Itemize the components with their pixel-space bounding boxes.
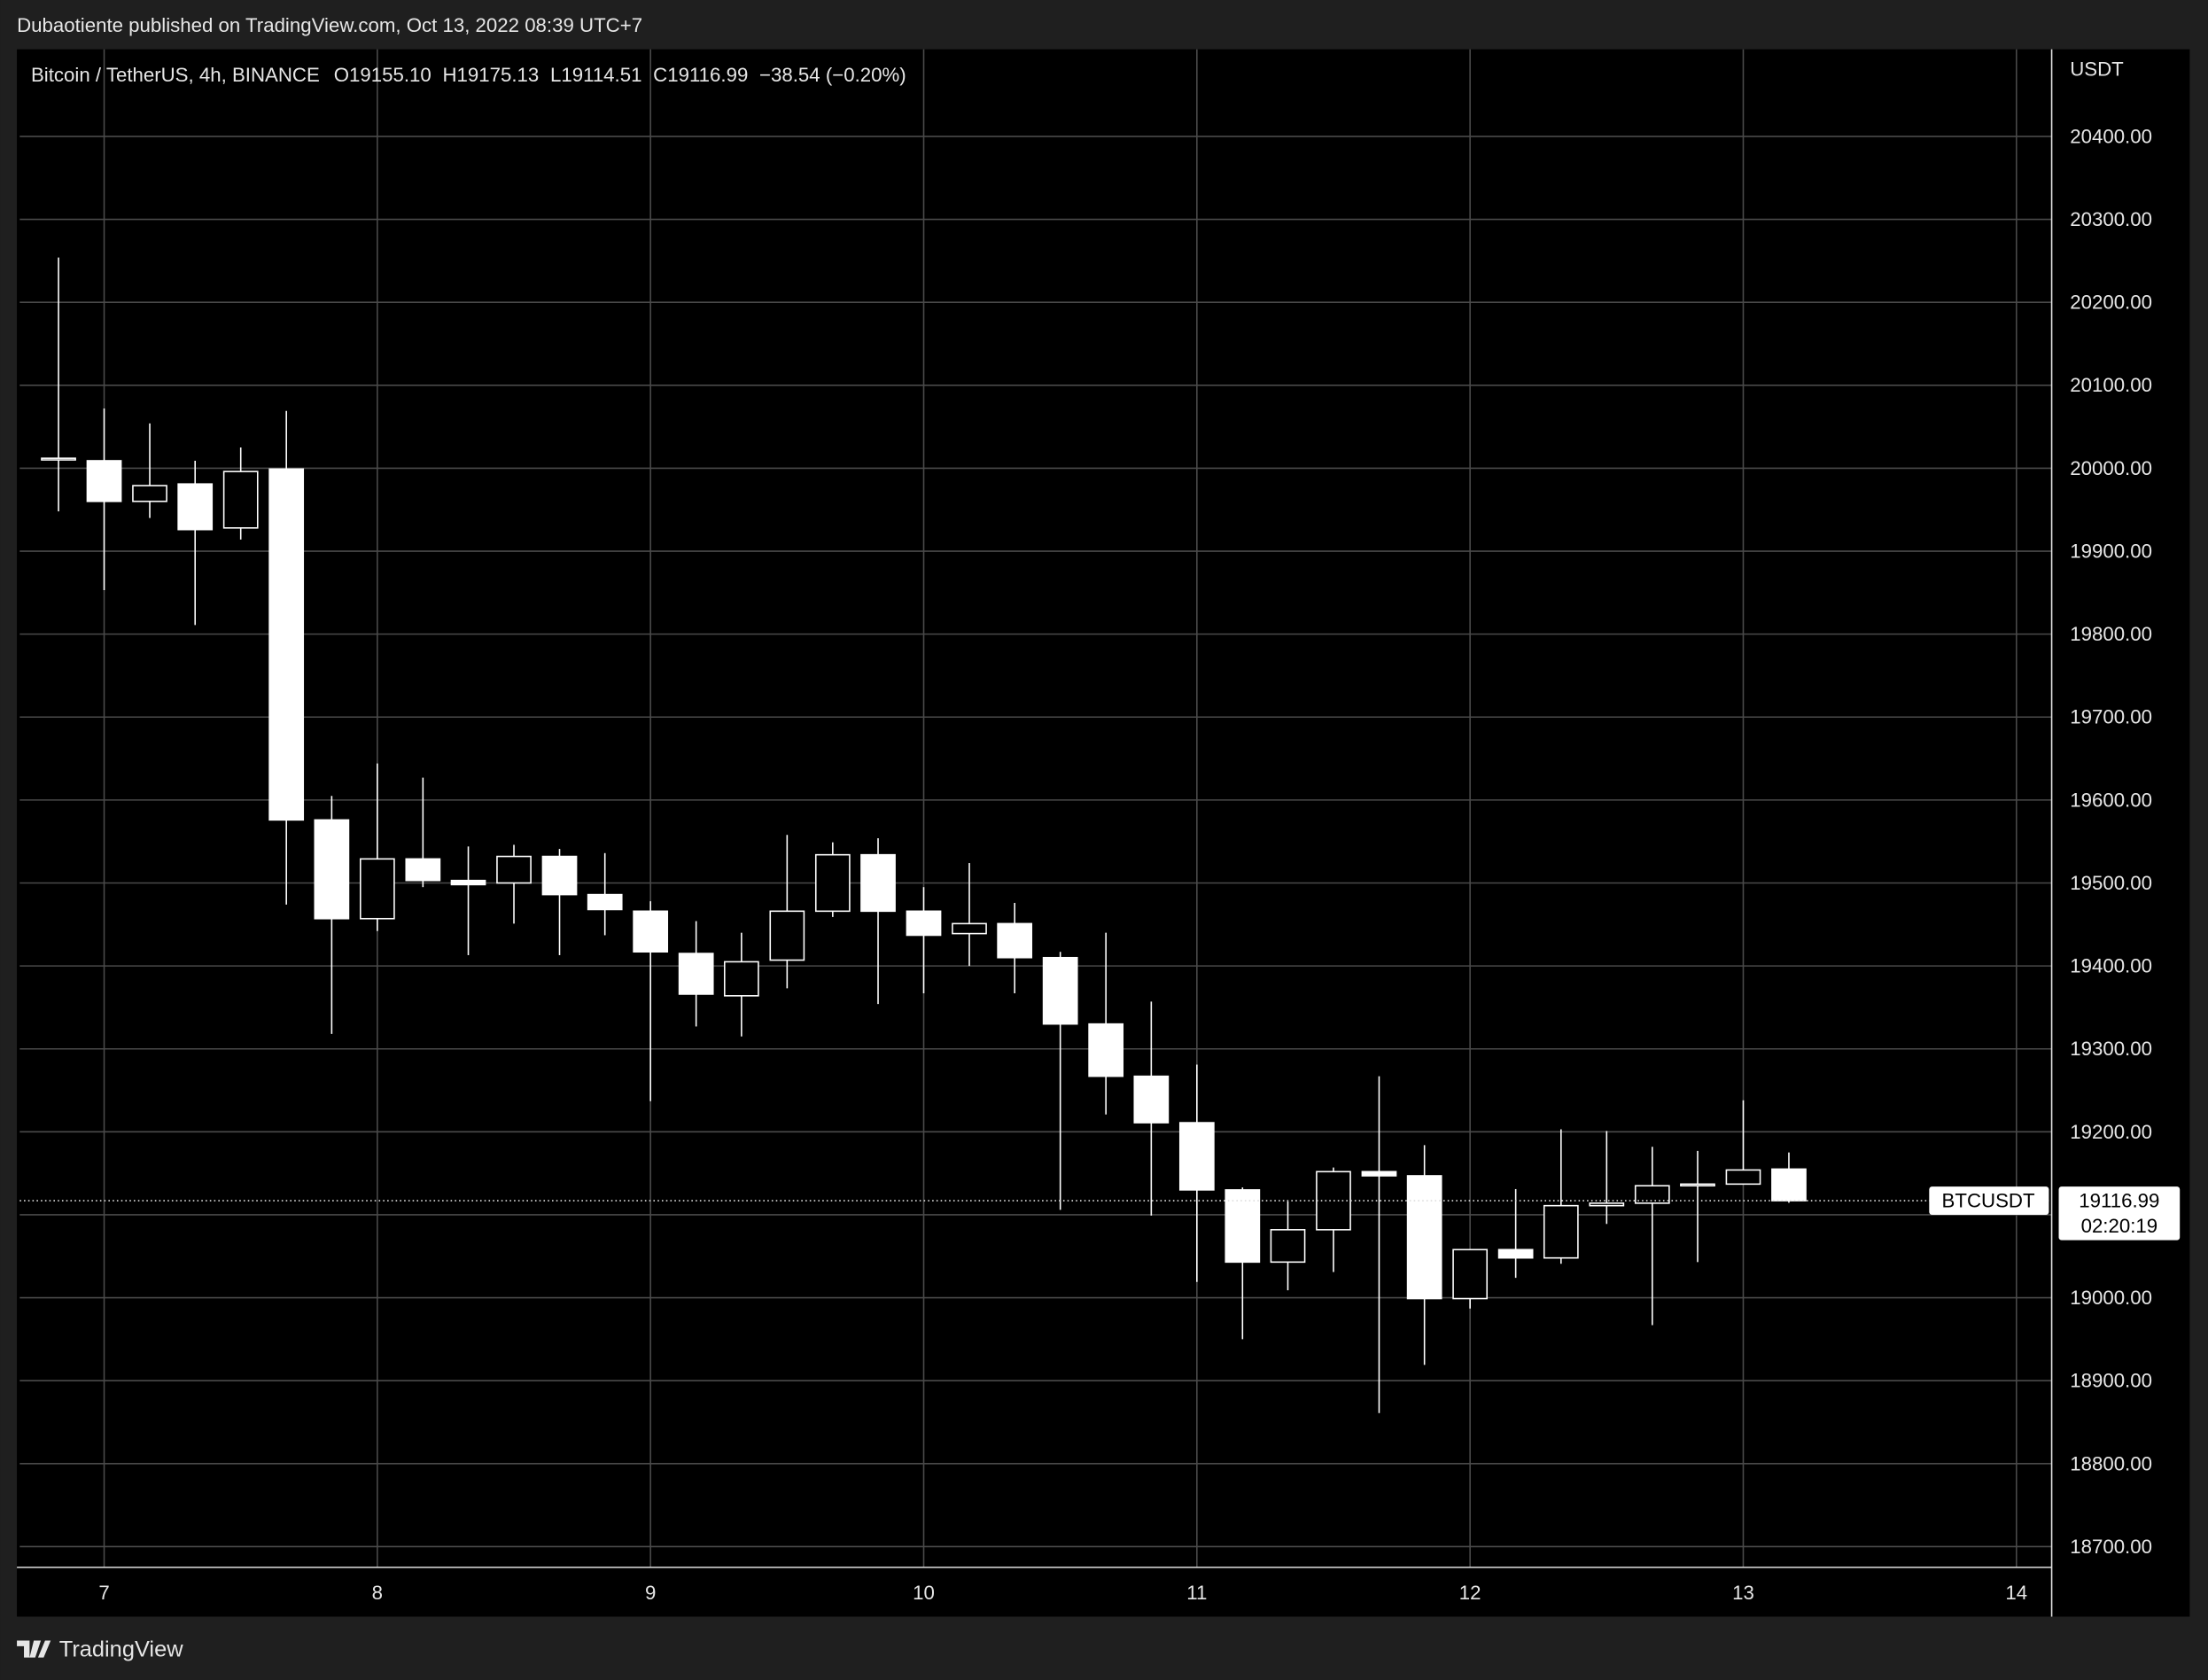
x-tick-label: 9 bbox=[645, 1582, 656, 1604]
legend-key: O bbox=[334, 64, 349, 86]
candle-body bbox=[587, 893, 623, 911]
grid bbox=[19, 49, 2052, 1567]
axes: 18700.0018800.0018900.0019000.0019100.00… bbox=[98, 125, 2181, 1604]
candle-body bbox=[723, 961, 759, 997]
candle-body bbox=[1589, 1202, 1625, 1207]
candle-body bbox=[1680, 1183, 1715, 1187]
candle-body bbox=[678, 953, 714, 995]
x-tick-label: 11 bbox=[1186, 1582, 1207, 1604]
x-tick-label: 7 bbox=[98, 1582, 109, 1604]
y-tick-label: 19600.00 bbox=[2070, 789, 2152, 811]
y-tick-label: 19200.00 bbox=[2070, 1121, 2152, 1143]
legend-key: C bbox=[653, 64, 667, 86]
y-tick-label: 18700.00 bbox=[2070, 1536, 2152, 1558]
x-tick-label: 8 bbox=[372, 1582, 383, 1604]
candle-body bbox=[1361, 1171, 1397, 1177]
y-tick-label: 19500.00 bbox=[2070, 872, 2152, 894]
candle-body bbox=[177, 483, 214, 531]
candle-body bbox=[132, 485, 167, 502]
y-tick-label: 20400.00 bbox=[2070, 125, 2152, 147]
y-unit: USDT bbox=[2070, 58, 2124, 80]
candle-body bbox=[1042, 956, 1078, 1025]
candle-body bbox=[906, 910, 942, 937]
candle-body bbox=[1088, 1023, 1124, 1077]
price-label: 19116.99 bbox=[2079, 1190, 2159, 1212]
legend-key: L bbox=[550, 64, 561, 86]
publish-line: Dubaotiente published on TradingView.com… bbox=[17, 14, 642, 36]
legend-change: −38.54 (−0.20%) bbox=[759, 64, 906, 86]
candle-body bbox=[405, 858, 441, 882]
legend-value: 19116.99 bbox=[667, 64, 748, 86]
y-tick-label: 19000.00 bbox=[2070, 1287, 2152, 1309]
candle-body bbox=[1771, 1168, 1807, 1202]
footer-logo: TradingView bbox=[17, 1637, 183, 1661]
candle-body bbox=[1725, 1169, 1761, 1186]
candles bbox=[19, 257, 2052, 1413]
y-tick-label: 19800.00 bbox=[2070, 623, 2152, 645]
legend: Bitcoin / TetherUS, 4h, BINANCE O19155.10… bbox=[31, 64, 906, 86]
candle-body bbox=[450, 879, 486, 886]
y-tick-label: 20100.00 bbox=[2070, 374, 2152, 396]
candle-body bbox=[814, 853, 851, 913]
candle-body bbox=[1133, 1075, 1170, 1124]
candle-body bbox=[1178, 1122, 1215, 1191]
y-tick-label: 18900.00 bbox=[2070, 1370, 2152, 1392]
y-tick-label: 19700.00 bbox=[2070, 706, 2152, 728]
chart-panel bbox=[17, 49, 2190, 1617]
candle-body bbox=[268, 468, 305, 821]
candle-body bbox=[359, 858, 395, 920]
y-tick-label: 19300.00 bbox=[2070, 1038, 2152, 1060]
candle-body bbox=[1225, 1189, 1261, 1264]
brand: TradingView bbox=[59, 1637, 183, 1661]
legend-symbol: Bitcoin / TetherUS, 4h, BINANCE bbox=[31, 64, 320, 86]
y-tick-label: 20300.00 bbox=[2070, 208, 2152, 230]
x-tick-label: 14 bbox=[2005, 1582, 2027, 1604]
logo-icon bbox=[17, 1640, 51, 1658]
y-tick-label: 19900.00 bbox=[2070, 540, 2152, 562]
symbol-label: BTCUSDT bbox=[1942, 1190, 2035, 1212]
candle-body bbox=[769, 910, 805, 961]
legend-key: H bbox=[442, 64, 456, 86]
candle-body bbox=[86, 460, 122, 502]
candle-body bbox=[860, 853, 896, 913]
candle-body bbox=[1543, 1204, 1579, 1259]
y-tick-label: 18800.00 bbox=[2070, 1452, 2152, 1474]
x-tick-label: 12 bbox=[1459, 1582, 1481, 1604]
legend-value: 19175.13 bbox=[457, 64, 540, 86]
candle-body bbox=[314, 819, 350, 920]
y-tick-label: 20000.00 bbox=[2070, 457, 2152, 479]
legend-value: 19155.10 bbox=[349, 64, 431, 86]
candle-body bbox=[952, 922, 987, 935]
candle-body bbox=[1270, 1229, 1306, 1264]
y-tick-label: 20200.00 bbox=[2070, 292, 2152, 314]
candle-body bbox=[496, 855, 532, 884]
candle-body bbox=[222, 471, 259, 529]
x-tick-label: 13 bbox=[1732, 1582, 1754, 1604]
x-tick-label: 10 bbox=[913, 1582, 935, 1604]
candle-body bbox=[41, 457, 76, 461]
legend-value: 19114.51 bbox=[561, 64, 641, 86]
candle-body bbox=[1634, 1185, 1670, 1204]
countdown-label: 02:20:19 bbox=[2081, 1215, 2158, 1237]
candle-body bbox=[633, 910, 669, 953]
candle-body bbox=[541, 855, 578, 896]
candle-body bbox=[1452, 1248, 1489, 1300]
y-tick-label: 19400.00 bbox=[2070, 955, 2152, 977]
symbol-label-box bbox=[1929, 1186, 2049, 1215]
price-label-box bbox=[2058, 1186, 2181, 1241]
candle-body bbox=[997, 922, 1033, 959]
candle-body bbox=[1497, 1248, 1534, 1259]
candle-body bbox=[1406, 1175, 1442, 1300]
